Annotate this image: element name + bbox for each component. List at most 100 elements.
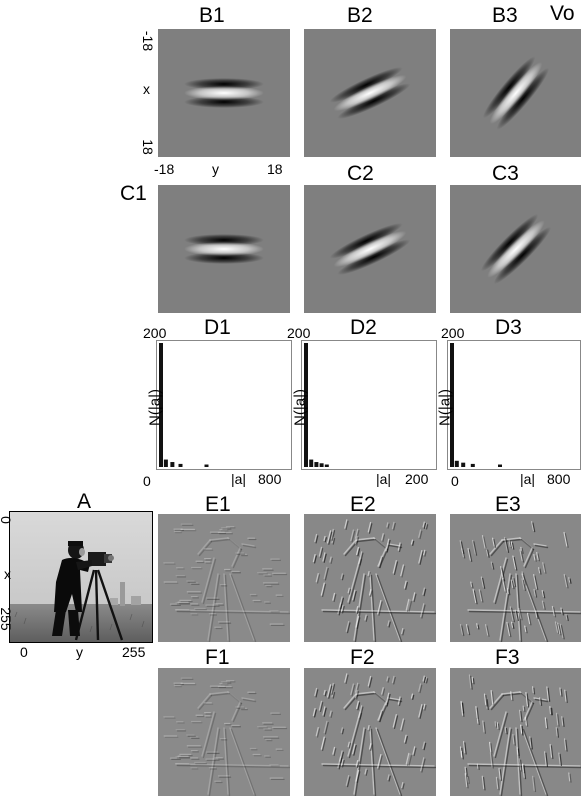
edge-light <box>231 701 241 721</box>
texture-dark <box>486 699 489 711</box>
kernel-dark-lobe <box>481 214 539 272</box>
edge-light <box>521 573 547 641</box>
texture-dark <box>359 552 364 566</box>
texture-dark <box>556 728 560 738</box>
texture-dark <box>521 548 524 554</box>
histogram-bar <box>314 462 319 467</box>
texture-light <box>391 675 395 684</box>
texture-dark <box>340 751 344 763</box>
label-d2: D2 <box>350 316 377 339</box>
texture-light <box>518 607 522 620</box>
texture-dark <box>332 691 336 699</box>
texture-dark <box>356 607 360 615</box>
texture-dark <box>560 625 565 640</box>
texture-light <box>386 676 389 682</box>
texture-dark <box>465 767 468 778</box>
texture-dark <box>536 611 539 620</box>
texture-dark <box>351 684 356 697</box>
histogram-bar <box>204 464 209 467</box>
texture-dark <box>493 538 497 548</box>
label-d1: D1 <box>204 316 231 339</box>
edge-dark <box>490 694 505 711</box>
texture-dark <box>534 590 538 598</box>
texture-dark <box>491 691 495 706</box>
edge-dark <box>176 610 290 615</box>
edge-dark <box>322 764 436 769</box>
texture-dark <box>324 568 329 581</box>
hist3-xmax-tick: 800 <box>547 471 571 487</box>
texture-light <box>314 533 318 543</box>
texture-dark <box>368 523 373 534</box>
edge-light <box>353 573 365 641</box>
label-e3: E3 <box>495 493 521 516</box>
edge-light <box>197 693 211 709</box>
texture-light <box>506 621 511 636</box>
texture-light <box>350 529 354 542</box>
texture-light <box>565 613 568 620</box>
texture-dark <box>402 629 405 636</box>
texture-dark <box>520 550 525 563</box>
texture-dark <box>419 705 424 719</box>
texture-dark <box>331 530 336 541</box>
texture-dark <box>405 581 408 590</box>
texture-light <box>392 714 397 728</box>
edge-light <box>515 727 521 795</box>
edge-dark <box>176 764 290 769</box>
texture-dark <box>357 702 361 711</box>
texture-dark <box>353 745 357 756</box>
texture-light <box>510 541 514 549</box>
texture-light <box>391 521 395 530</box>
texture-light <box>541 589 545 598</box>
texture-dark <box>513 578 517 588</box>
texture-light <box>482 720 485 733</box>
texture-light <box>358 551 363 565</box>
edge-dark <box>490 540 505 557</box>
kernel-panel-c2 <box>304 185 436 313</box>
kernel-bright-lobe <box>184 242 264 256</box>
texture-light <box>490 561 494 569</box>
edge-dark <box>232 548 243 569</box>
texture-dark <box>483 536 487 550</box>
texture-dark <box>412 540 415 546</box>
hist2-xmax-tick: 200 <box>405 471 429 487</box>
edge-strokes <box>163 523 290 642</box>
label-b1: B1 <box>199 4 225 27</box>
kernel-y-right-tick: 18 <box>267 161 283 177</box>
texture-light <box>392 560 397 574</box>
hist1-xmax-tick: 800 <box>258 471 282 487</box>
texture-dark <box>331 684 336 695</box>
kernel-lobes <box>329 223 411 275</box>
texture-dark <box>511 692 514 702</box>
texture-dark <box>517 748 520 757</box>
texture-light <box>351 743 356 755</box>
texture-dark <box>401 565 406 578</box>
edge-strokes <box>312 519 436 642</box>
texture-light <box>420 757 425 772</box>
texture-dark <box>513 735 516 746</box>
edge-dark <box>210 692 231 697</box>
texture-dark <box>340 597 344 609</box>
hist3-ylabel: N(|a|) <box>436 389 454 426</box>
texture-dark <box>550 707 553 716</box>
texture-dark <box>378 755 383 770</box>
kernel-lobes <box>482 56 550 130</box>
texture-light <box>506 588 510 595</box>
texture-dark <box>423 742 427 751</box>
texture-light <box>549 706 552 715</box>
texture-light <box>412 592 416 601</box>
texture-dark <box>561 608 564 616</box>
edge-light <box>229 573 255 641</box>
texture-light <box>367 570 370 577</box>
texture-dark <box>330 711 333 718</box>
texture-dark <box>406 754 411 766</box>
texture-light <box>424 676 427 683</box>
kernel-dark-lobe <box>329 223 403 259</box>
texture-dark <box>413 747 417 757</box>
kernel-dark-lobe <box>329 67 403 103</box>
texture-dark <box>464 742 467 755</box>
texture-dark <box>322 737 327 752</box>
texture-light <box>350 683 354 696</box>
texture-dark <box>323 707 327 717</box>
texture-dark <box>460 541 465 555</box>
edge-dark <box>224 728 231 796</box>
